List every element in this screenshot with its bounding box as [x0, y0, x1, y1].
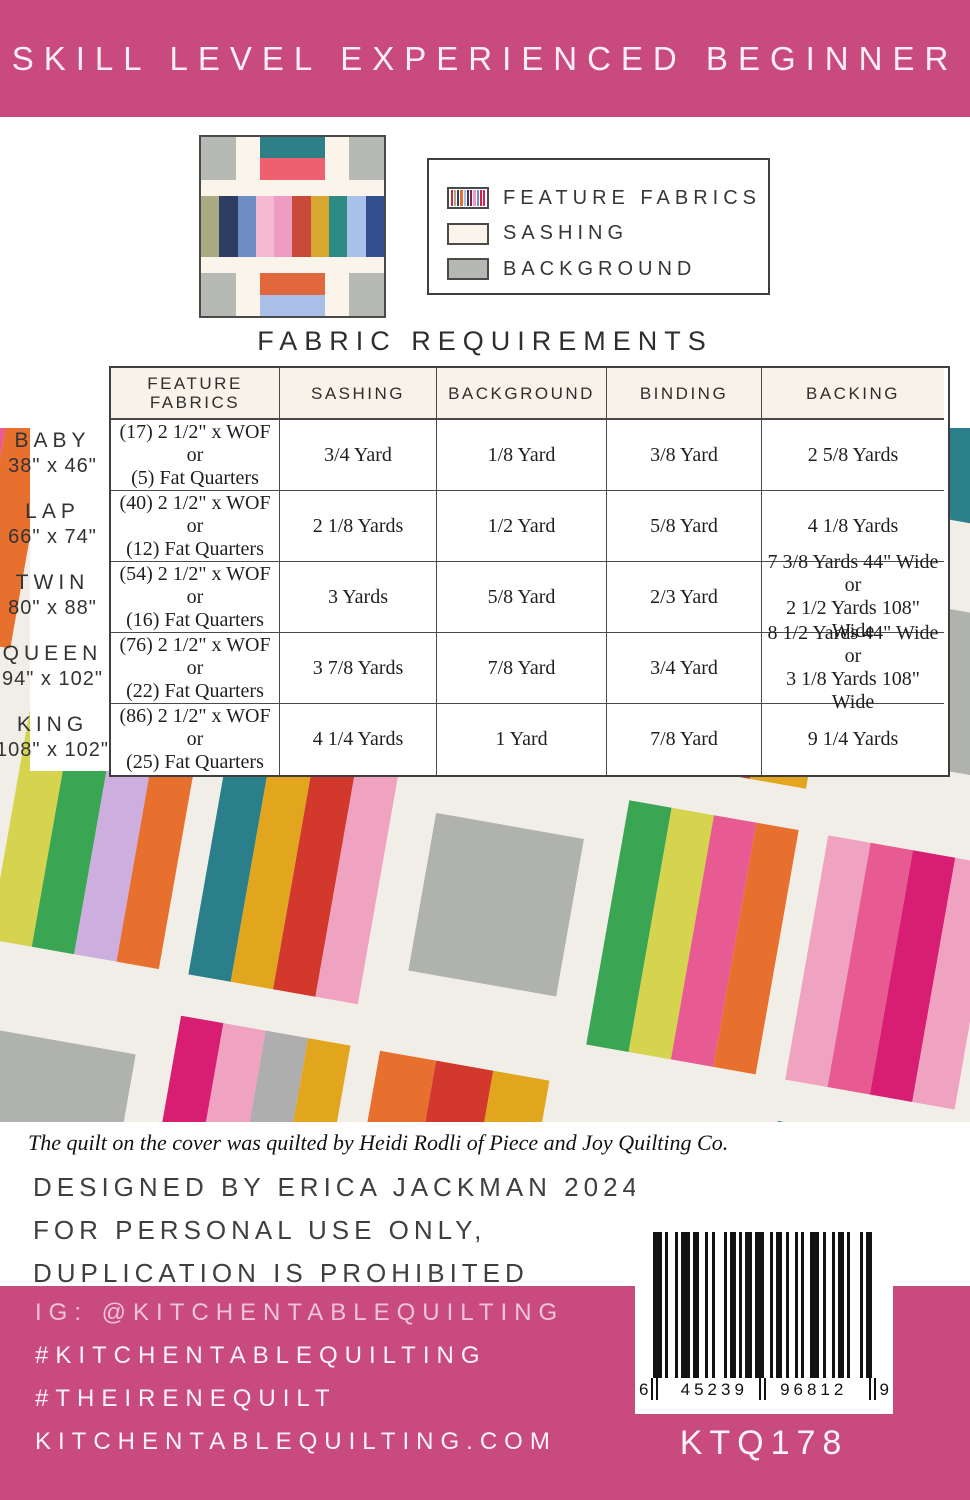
background-swatch-icon — [447, 258, 489, 280]
cell-backing: 4 1/8 Yards — [762, 491, 944, 562]
quilting-credit: The quilt on the cover was quilted by He… — [28, 1130, 729, 1155]
pattern-sku: KTQ178 — [679, 1424, 849, 1462]
barcode-bars — [653, 1232, 875, 1378]
size-name: BABY — [14, 429, 91, 452]
fabric-table: FEATURE FABRICS SASHING BACKGROUND BINDING BA… — [109, 366, 950, 777]
legend-label: FEATURE FABRICS — [503, 186, 761, 209]
quilt-gray-square — [0, 1028, 136, 1122]
size-label: KING 108" x 102" — [0, 702, 115, 773]
barcode-digit: 9 — [879, 1380, 889, 1399]
cell-binding: 5/8 Yard — [607, 491, 762, 562]
quilt-gray-square — [408, 812, 584, 997]
cell-sashing: 2 1/8 Yards — [280, 491, 437, 562]
size-name: TWIN — [15, 571, 90, 594]
cell-background: 7/8 Yard — [437, 633, 607, 704]
size-name: LAP — [25, 500, 80, 523]
size-dimensions: 66" x 74" — [8, 526, 97, 548]
barcode-digit-group: 45239 — [680, 1380, 748, 1399]
column-header: BACKGROUND — [437, 368, 607, 420]
barcode-digit: 6 — [639, 1380, 649, 1399]
copyright-line: DESIGNED BY ERICA JACKMAN 2024 — [33, 1172, 643, 1202]
size-name: KING — [16, 713, 89, 736]
skill-level-banner: SKILL LEVEL EXPERIENCED BEGINNER — [0, 0, 970, 117]
size-name: QUEEN — [2, 642, 103, 665]
column-header: FEATURE FABRICS — [111, 368, 280, 420]
barcode-guard-right — [869, 1378, 876, 1400]
feature-fabrics-swatch-icon — [447, 187, 489, 209]
cell-binding: 7/8 Yard — [607, 704, 762, 775]
legend-item-background: BACKGROUND — [447, 258, 768, 281]
cell-background: 5/8 Yard — [437, 562, 607, 633]
barcode: 6 45239 96812 9 — [635, 1190, 893, 1414]
cell-background: 1/8 Yard — [437, 420, 607, 491]
quilt-striped-block — [734, 1120, 947, 1122]
legend-label: SASHING — [503, 222, 629, 244]
cell-sashing: 3 Yards — [280, 562, 437, 633]
size-label: LAP 66" x 74" — [0, 489, 115, 560]
cell-backing: 8 1/2 Yards 44" Wide or 3 1/8 Yards 108" W… — [762, 622, 944, 713]
quilt-diagram — [199, 135, 386, 318]
legend-item-sashing: SASHING — [447, 222, 768, 245]
quilt-striped-block — [586, 800, 799, 1075]
column-header: SASHING — [280, 368, 437, 420]
size-label: QUEEN 94" x 102" — [0, 631, 115, 702]
barcode-guard-left — [651, 1378, 658, 1400]
cell-background: 1/2 Yard — [437, 491, 607, 562]
cell-feature_fabrics: (40) 2 1/2" x WOF or (12) Fat Quarters — [111, 491, 280, 562]
cell-backing: 7 3/8 Yards 44" Wide or 2 1/2 Yards 108" W… — [762, 551, 944, 642]
column-header: BACKING — [762, 368, 944, 420]
instagram-handle: IG: @KITCHENTABLEQUILTING — [35, 1299, 565, 1326]
cell-sashing: 3 7/8 Yards — [280, 633, 437, 704]
size-dimensions: 80" x 88" — [8, 597, 97, 619]
quilt-striped-block — [336, 1050, 550, 1122]
quilt-striped-block — [138, 1015, 351, 1122]
cell-feature_fabrics: (54) 2 1/2" x WOF or (16) Fat Quarters — [111, 562, 280, 633]
size-dimensions: 108" x 102" — [0, 739, 110, 761]
copyright-line: DUPLICATION IS PROHIBITED — [33, 1258, 529, 1288]
website-url: KITCHENTABLEQUILTING.COM — [35, 1428, 557, 1455]
copyright-line: FOR PERSONAL USE ONLY, — [33, 1215, 487, 1245]
legend-label: BACKGROUND — [503, 257, 697, 280]
cell-binding: 2/3 Yard — [607, 562, 762, 633]
cell-sashing: 4 1/4 Yards — [280, 704, 437, 775]
social-links: IG: @KITCHENTABLEQUILTING #KITCHENTABLEQ… — [35, 1300, 564, 1472]
cell-backing: 9 1/4 Yards — [807, 728, 899, 750]
cell-binding: 3/8 Yard — [607, 420, 762, 491]
cell-binding: 3/4 Yard — [607, 633, 762, 704]
cell-feature_fabrics: (17) 2 1/2" x WOF or (5) Fat Quarters — [111, 420, 280, 491]
size-dimensions: 94" x 102" — [2, 668, 103, 690]
barcode-digit-group: 96812 — [780, 1380, 848, 1399]
skill-level-text: SKILL LEVEL EXPERIENCED BEGINNER — [11, 39, 959, 77]
hashtag: #KITCHENTABLEQUILTING — [35, 1342, 487, 1369]
size-label: BABY 38" x 46" — [0, 418, 115, 489]
legend-item-feature-fabrics: FEATURE FABRICS — [447, 187, 768, 210]
size-label: TWIN 80" x 88" — [0, 560, 115, 631]
column-header: BINDING — [607, 368, 762, 420]
barcode-digits: 6 45239 96812 9 — [639, 1380, 889, 1400]
copyright-block: DESIGNED BY ERICA JACKMAN 2024 FOR PERSO… — [33, 1166, 673, 1295]
size-dimensions: 38" x 46" — [8, 455, 97, 477]
hashtag: #THEIRENEQUILT — [35, 1385, 337, 1412]
cell-feature_fabrics: (86) 2 1/2" x WOF or (25) Fat Quarters — [111, 704, 280, 775]
section-title: FABRIC REQUIREMENTS — [257, 326, 713, 356]
cell-backing: 2 5/8 Yards — [762, 420, 944, 491]
cell-background: 1 Yard — [437, 704, 607, 775]
cell-feature_fabrics: (76) 2 1/2" x WOF or (22) Fat Quarters — [111, 633, 280, 704]
barcode-guard-middle — [759, 1378, 766, 1400]
quilt-striped-block — [785, 835, 970, 1110]
cell-sashing: 3/4 Yard — [280, 420, 437, 491]
fabric-legend: FEATURE FABRICS SASHING BACKGROUND — [427, 158, 770, 295]
sashing-swatch-icon — [447, 222, 489, 245]
